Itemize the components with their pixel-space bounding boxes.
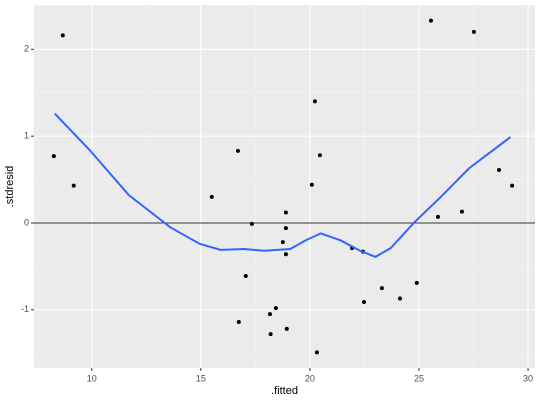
x-tick-label: 20 <box>305 373 315 383</box>
point <box>435 214 440 219</box>
y-tick-label: 2 <box>24 44 29 54</box>
x-tick-label: 30 <box>523 373 533 383</box>
point <box>243 273 248 278</box>
x-tick-label: 15 <box>196 373 206 383</box>
point <box>280 240 285 245</box>
point <box>397 296 402 301</box>
point <box>362 300 367 304</box>
point <box>71 183 76 188</box>
point <box>379 286 384 291</box>
point <box>283 210 288 215</box>
y-tick-label: -1 <box>21 304 29 314</box>
point <box>235 148 240 153</box>
point <box>267 312 272 317</box>
point <box>471 29 476 34</box>
point <box>510 183 515 188</box>
x-tick-label: 10 <box>87 373 97 383</box>
point <box>273 306 278 311</box>
point <box>414 280 419 285</box>
point <box>51 154 56 159</box>
y-axis-label: .stdresid <box>4 166 16 208</box>
point <box>317 153 322 158</box>
smooth-line <box>53 112 512 258</box>
point <box>60 33 65 38</box>
point <box>428 18 433 23</box>
x-axis-label: .fitted <box>271 385 298 397</box>
y-tick-label: 1 <box>24 131 29 141</box>
y-tick-label: 0 <box>24 217 29 227</box>
point <box>249 221 254 226</box>
point <box>284 326 289 331</box>
point <box>209 194 214 199</box>
point <box>283 226 288 231</box>
point <box>312 99 317 104</box>
point <box>268 332 273 337</box>
panel <box>34 5 535 368</box>
point <box>236 319 241 324</box>
point <box>309 182 314 187</box>
point <box>314 350 319 355</box>
point <box>283 252 288 257</box>
x-tick-label: 25 <box>414 373 424 383</box>
point <box>497 168 502 172</box>
point <box>459 209 464 214</box>
